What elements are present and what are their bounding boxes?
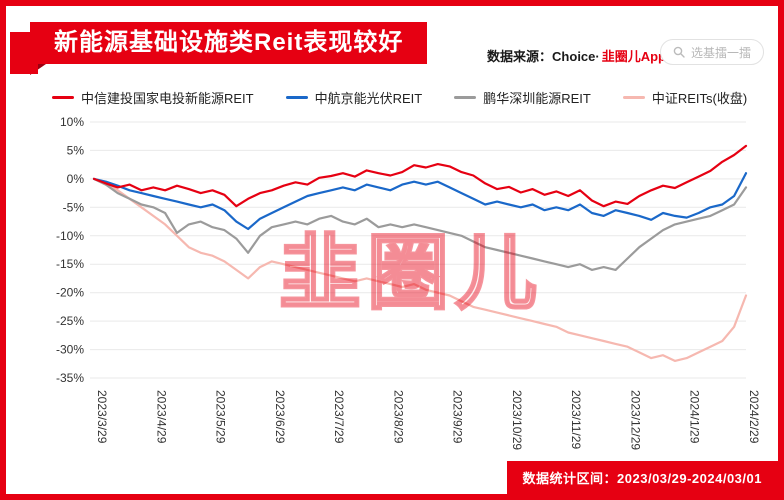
legend-swatch — [52, 96, 74, 99]
y-tick-label: 10% — [60, 115, 84, 129]
page-title: 新能源基础设施类Reit表现较好 — [30, 22, 428, 64]
legend-label: 中证REITs(收盘) — [651, 91, 748, 106]
legend-label: 中航京能光伏REIT — [314, 91, 423, 106]
y-tick-label: -10% — [56, 229, 84, 243]
y-tick-label: -15% — [56, 257, 84, 271]
x-tick-label: 2023/12/29 — [629, 390, 643, 450]
x-tick-label: 2024/2/29 — [747, 390, 761, 444]
y-tick-label: -35% — [56, 371, 84, 385]
legend-item[interactable]: 中信建投国家电投新能源REIT — [52, 88, 254, 107]
data-source: 数据来源：Choice· 韭圈儿App — [487, 46, 666, 65]
series-line — [92, 177, 748, 271]
x-tick-label: 2023/4/29 — [154, 390, 168, 444]
legend: 中信建投国家电投新能源REIT 中航京能光伏REIT 鹏华深圳能源REIT 中证REI… — [52, 88, 747, 107]
x-tick-label: 2024/1/29 — [688, 390, 702, 444]
app-logo: 韭圈儿App — [601, 49, 666, 64]
x-tick-label: 2023/8/29 — [391, 390, 405, 444]
y-tick-label: -20% — [56, 286, 84, 300]
title-ribbon-fold — [30, 64, 46, 75]
legend-item[interactable]: 鹏华深圳能源REIT — [454, 88, 591, 107]
y-tick-label: 0% — [67, 172, 85, 186]
legend-label: 鹏华深圳能源REIT — [483, 91, 591, 106]
search-pill[interactable]: 选基擂一擂 — [659, 39, 764, 65]
legend-item[interactable]: 中证REITs(收盘) — [622, 88, 748, 107]
x-tick-label: 2023/6/29 — [273, 390, 287, 444]
search-pill-label: 选基擂一擂 — [690, 45, 751, 60]
chart-svg: 10% 5% 0% -5% -10% -15% -20% -25% -30% -35% 2023/3… — [56, 115, 761, 450]
y-tick-label: -25% — [56, 314, 84, 328]
x-tick-label: 2023/5/29 — [214, 390, 228, 444]
series-line — [92, 177, 748, 362]
legend-label: 中信建投国家电投新能源REIT — [81, 91, 254, 106]
series-line — [92, 144, 748, 208]
x-tick-label: 2023/11/29 — [569, 390, 583, 449]
series-line — [92, 172, 748, 231]
y-tick-label: 5% — [67, 143, 85, 157]
data-source-prefix: 数据来源：Choice· — [487, 49, 600, 64]
x-tick-label: 2023/10/29 — [510, 390, 524, 450]
x-tick-label: 2023/3/29 — [95, 390, 109, 444]
legend-item[interactable]: 中航京能光伏REIT — [285, 88, 423, 107]
chart-area: 10% 5% 0% -5% -10% -15% -20% -25% -30% -35% 2023/3… — [24, 108, 768, 464]
y-tick-label: -30% — [56, 343, 84, 357]
legend-swatch — [622, 96, 645, 99]
legend-swatch — [454, 96, 477, 99]
y-tick-label: -5% — [63, 200, 85, 214]
x-tick-label: 2023/7/29 — [332, 390, 346, 444]
legend-swatch — [285, 96, 308, 99]
search-icon — [673, 46, 685, 58]
stats-range-bar: 数据统计区间：2023/03/29-2024/03/01 — [506, 461, 778, 494]
x-tick-label: 2023/9/29 — [451, 390, 465, 444]
